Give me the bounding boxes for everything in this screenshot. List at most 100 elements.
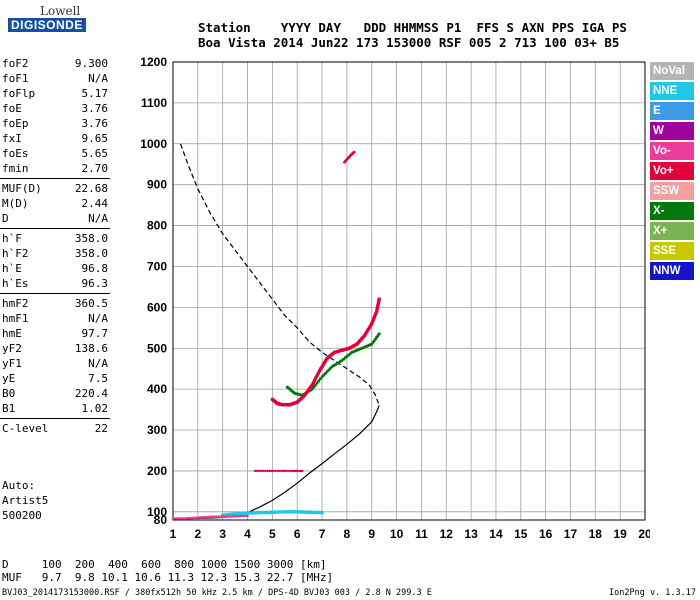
bottom-trace-point [231,515,235,518]
trace-point-x [313,383,317,387]
auto-artist: Artist5 [2,494,49,507]
param-label: foE [2,102,22,115]
param-label: h`F [2,232,22,245]
x-tick-label: 14 [489,527,503,541]
param-label: B0 [2,387,16,400]
bottom-trace-point [180,517,183,520]
bottom-trace-point [194,516,198,519]
param-row: foFlp 5.17 [0,86,110,101]
y-tick-label: 800 [147,219,167,233]
y-tick-label: 400 [147,382,167,396]
bottom-trace-point [219,515,222,518]
es-200-point [260,469,263,473]
bottom-trace-point [229,515,233,518]
y-tick-label: 600 [147,300,167,314]
x-tick-label: 7 [319,527,326,541]
bottom-trace-point [182,517,185,520]
param-value: 1.02 [81,402,109,415]
param-row: fmin 2.70 [0,161,110,176]
x-tick-label: 20 [638,527,650,541]
param-value: 360.5 [74,297,108,310]
param-value: 220.4 [74,387,108,400]
x-tick-label: 5 [269,527,276,541]
bottom-trace-point [184,517,187,520]
param-row: h`F 358.0 [0,231,110,246]
param-row: foEp 3.76 [0,116,110,131]
profile-line-solid [172,405,380,520]
param-value: 9.65 [81,132,109,145]
x-tick-label: 11 [415,527,428,541]
es-200-point [270,469,273,473]
bottom-trace-point [227,515,231,518]
param-value: N/A [88,212,108,225]
plot-frame [172,61,646,521]
param-value: 7.5 [88,372,108,385]
param-value: 358.0 [74,232,108,245]
bottom-trace-point [217,515,220,518]
bottom-trace-point [242,514,245,518]
param-row: h`E 96.8 [0,261,110,276]
x-tick-label: 1 [170,527,177,541]
es-200-point [274,469,277,473]
x-tick-label: 10 [390,527,404,541]
param-row: M(D) 2.44 [0,196,110,211]
es-200-point [289,469,292,473]
es-200-point [272,469,275,473]
param-row: hmE 97.7 [0,326,110,341]
param-label: C-level [2,422,49,435]
profile-line-dashed [179,143,380,406]
param-row: hmF2 360.5 [0,296,110,311]
param-row: foF1 N/A [0,71,110,86]
param-value: 3.76 [81,117,109,130]
bottom-trace-point [244,514,247,518]
param-label: fmin [2,162,29,175]
param-label: foEp [2,117,29,130]
x-tick-label: 3 [219,527,226,541]
header-labels: Station YYYY DAY DDD HHMMSS P1 FFS S AXN… [198,20,627,35]
bottom-trace-point [188,516,191,520]
param-value: 96.3 [81,277,109,290]
legend-item: SSE [650,242,694,260]
param-row: yE 7.5 [0,371,110,386]
upper-trace-point [353,150,356,154]
y-tick-label: 300 [147,423,167,437]
es-200-point [296,469,299,473]
param-row: foE 3.76 [0,101,110,116]
es-200-point [276,469,279,473]
param-label: hmF1 [2,312,29,325]
param-label: foF2 [2,57,29,70]
param-value: N/A [88,357,108,370]
es-200-point [301,469,304,473]
param-value: 97.7 [81,327,109,340]
param-row: MUF(D) 22.68 [0,181,110,196]
param-label: foEs [2,147,29,160]
param-row: h`F2 358.0 [0,246,110,261]
es-200-point [282,469,286,473]
param-value: 3.76 [81,102,109,115]
param-label: B1 [2,402,16,415]
es-200-point [292,469,296,473]
es-200-point [280,469,284,473]
param-value: 22 [94,422,108,435]
bottom-trace-point [223,515,227,518]
ionogram-svg: 1 2 3 4 5 6 7 8 9 10 11 12 13 14 15 16 17 18 19 20100200300… [140,55,652,541]
param-label: yE [2,372,16,385]
bottom-trace-point [171,517,175,520]
param-row: foF2 9.300 [0,56,110,71]
param-label: MUF(D) [2,182,42,195]
param-label: foFlp [2,87,36,100]
parameter-panel: foF2 9.300 foF1 N/A foFlp 5.17 foE 3.76 foEp 3.76… [0,56,110,436]
trace-point-x [315,381,319,385]
bottom-trace-point [198,516,202,519]
legend-item: NoVal [650,62,694,80]
bottom-trace-point [173,517,177,520]
y-tick-label-bottom: 80 [154,513,168,527]
es-200-point [278,469,281,473]
bottom-trace-point [186,516,189,520]
x-tick-label: 12 [440,527,454,541]
legend-item: X- [650,202,694,220]
trace-point-x [377,332,381,336]
bottom-trace-point [213,515,216,518]
legend-item: E [650,102,694,120]
bottom-trace-point [225,515,229,518]
